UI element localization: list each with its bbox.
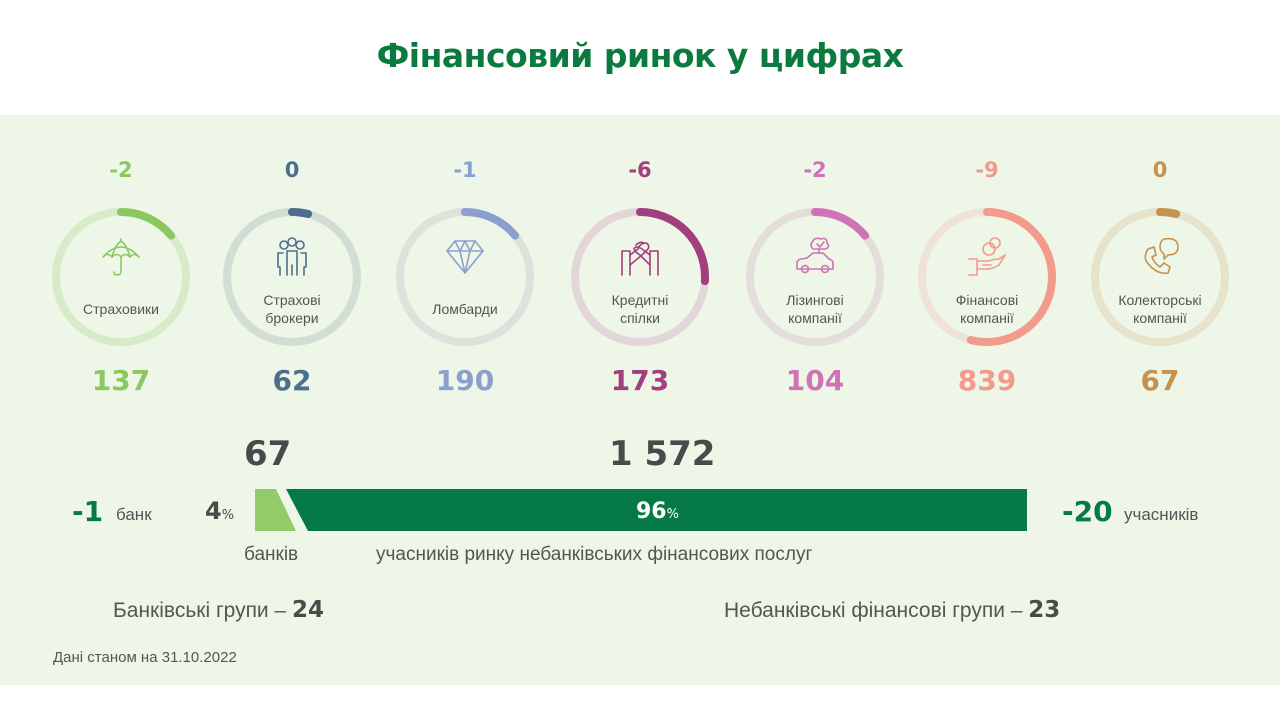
segment-label-line: Фінансові xyxy=(955,292,1019,308)
count-value: 190 xyxy=(435,364,495,397)
segment-insurers: -2 Страховики 137 xyxy=(36,150,206,400)
banks-share-value: 4 xyxy=(205,497,222,525)
bank-groups-label: Банківські групи – xyxy=(113,599,287,622)
change-value: -2 xyxy=(109,158,133,182)
segment-label-line: Ломбарди xyxy=(432,301,498,317)
segment-label: Кредитні спілки xyxy=(555,291,725,327)
share-ring xyxy=(571,208,709,346)
segment-label-line: компанії xyxy=(960,310,1014,326)
change-value: -6 xyxy=(628,158,652,182)
nonbank-delta-unit: учасників xyxy=(1124,505,1199,524)
segment-label: Страховики xyxy=(36,300,206,318)
nonbank-delta: -20 xyxy=(1062,495,1113,528)
segment-label: Фінансові компанії xyxy=(902,291,1072,327)
banks-delta-unit: банк xyxy=(116,505,152,524)
change-value: -2 xyxy=(803,158,827,182)
banks-bar-segment xyxy=(255,489,296,531)
percent-sign: % xyxy=(666,507,679,522)
share-ring xyxy=(1091,208,1229,346)
change-value: -9 xyxy=(975,158,999,182)
segment-label: Страхові брокери xyxy=(207,291,377,327)
car-icon xyxy=(796,237,834,274)
segment-label-line: спілки xyxy=(620,310,660,326)
segment-leasing-companies: -2 Лізингові компанії 104 xyxy=(730,150,900,400)
share-ring xyxy=(918,208,1056,346)
share-ring xyxy=(746,208,884,346)
share-ring xyxy=(52,208,190,346)
change-value: -1 xyxy=(453,158,477,182)
segment-collection-companies: 0 Колекторські компанії 67 xyxy=(1075,150,1245,400)
change-value: 0 xyxy=(1152,158,1168,182)
count-value: 173 xyxy=(610,364,670,397)
count-value: 62 xyxy=(272,364,312,397)
nonbank-label: учасників ринку небанківських фінансових… xyxy=(376,544,813,565)
segment-label-line: Страховики xyxy=(83,301,159,317)
coins-hand-icon xyxy=(968,237,1006,276)
nonbank-groups-value: 23 xyxy=(1028,597,1061,623)
people-group-icon xyxy=(277,237,307,276)
page-title: Фінансовий ринок у цифрах xyxy=(376,36,904,75)
count-value: 839 xyxy=(957,364,1017,397)
segment-label: Ломбарди xyxy=(380,300,550,318)
nonbank-share-value: 96 xyxy=(636,499,667,524)
data-date-note: Дані станом на 31.10.2022 xyxy=(53,649,237,666)
handshake-icon xyxy=(621,241,659,276)
segment-insurance-brokers: 0 Страхові брокери 62 xyxy=(207,150,377,400)
nonbank-groups-label: Небанківські фінансові групи – xyxy=(724,599,1023,622)
banks-label: банків xyxy=(244,544,299,565)
percent-sign: % xyxy=(221,508,235,523)
segment-credit-unions: -6 Кредитні спілки 173 xyxy=(555,150,725,400)
count-value: 104 xyxy=(785,364,845,397)
umbrella-icon xyxy=(102,238,140,276)
segment-label: Колекторські компанії xyxy=(1075,291,1245,327)
segment-label-line: Кредитні xyxy=(611,292,669,308)
share-ring xyxy=(396,208,534,346)
nonbank-count: 1 572 xyxy=(609,434,716,474)
bank-groups-value: 24 xyxy=(292,597,325,623)
nonbank-share: 96% xyxy=(636,499,679,524)
banks-delta: -1 xyxy=(72,495,104,528)
segment-label-line: брокери xyxy=(265,310,319,326)
segment-label-line: Страхові xyxy=(263,292,321,308)
segment-pawnshops: -1 Ломбарди 190 xyxy=(380,150,550,400)
phone-chat-icon xyxy=(1144,237,1179,275)
bank-groups: Банківські групи – 24 xyxy=(113,597,324,623)
segment-finance-companies: -9 Фінансові компанії 839 xyxy=(902,150,1072,400)
segment-label-line: компанії xyxy=(1133,310,1187,326)
share-ring xyxy=(223,208,361,346)
share-bar xyxy=(255,489,1027,531)
diamond-icon xyxy=(446,240,484,274)
segment-label-line: Колекторські xyxy=(1118,292,1202,308)
count-value: 67 xyxy=(1140,364,1180,397)
segment-label-line: Лізингові xyxy=(786,292,844,308)
nonbank-bar-segment xyxy=(286,489,1027,531)
banks-share: 4% xyxy=(205,497,234,525)
nonbank-groups: Небанківські фінансові групи – 23 xyxy=(724,597,1060,623)
segment-label-line: компанії xyxy=(788,310,842,326)
banks-count: 67 xyxy=(244,434,292,474)
segment-label: Лізингові компанії xyxy=(730,291,900,327)
count-value: 137 xyxy=(91,364,151,397)
change-value: 0 xyxy=(284,158,300,182)
